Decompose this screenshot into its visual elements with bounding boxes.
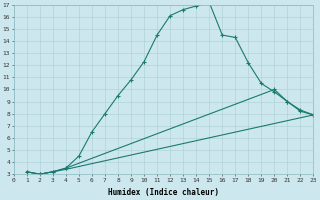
X-axis label: Humidex (Indice chaleur): Humidex (Indice chaleur) [108,188,219,197]
